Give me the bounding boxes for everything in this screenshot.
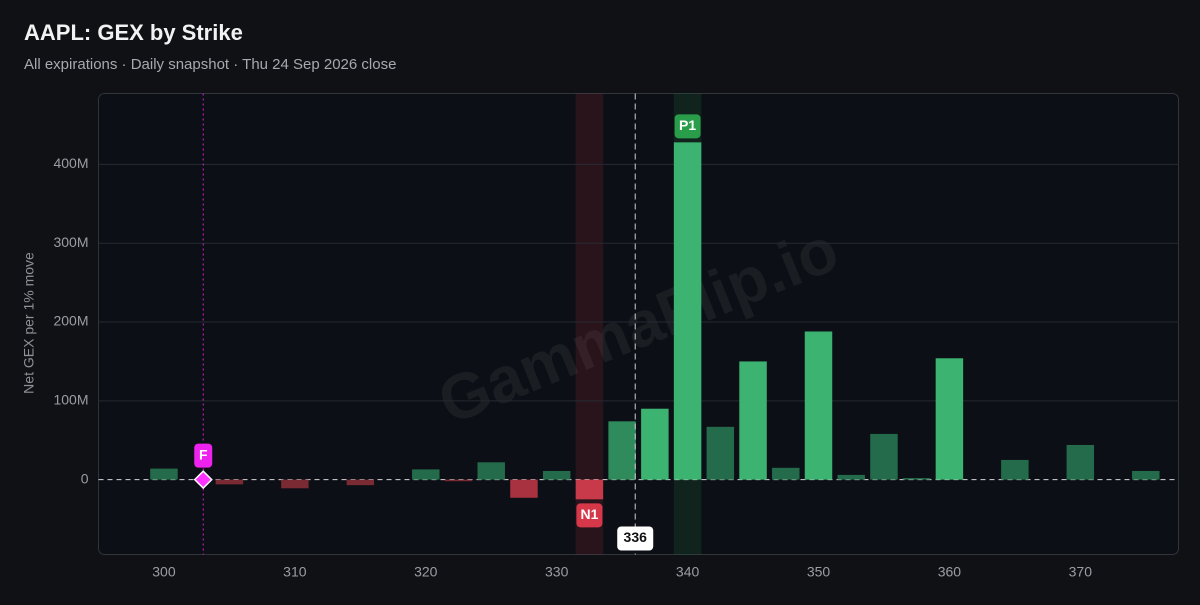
x-tick-label: 300 [152, 564, 176, 580]
x-tick-label: 360 [938, 564, 962, 580]
flip-label-box [194, 443, 213, 468]
y-tick-label: 300M [53, 234, 88, 250]
y-tick-label: 0 [81, 470, 89, 486]
y-axis-label: Net GEX per 1% move [21, 252, 37, 394]
y-tick-label: 100M [53, 392, 88, 408]
x-tick-label: 340 [676, 564, 700, 580]
chart-subtitle: All expirations · Daily snapshot · Thu 2… [24, 56, 396, 73]
x-tick-label: 320 [414, 564, 438, 580]
bar [902, 478, 931, 480]
bar [346, 479, 375, 486]
bar [739, 361, 767, 480]
bar [1132, 470, 1160, 480]
bar [575, 479, 604, 500]
bar [281, 479, 309, 489]
bar [804, 331, 833, 480]
y-tick-label: 400M [53, 155, 88, 171]
bar [444, 479, 473, 482]
y-tick-label: 200M [53, 313, 88, 329]
bar [510, 479, 538, 498]
level-band [575, 93, 604, 555]
bar [477, 462, 505, 480]
level-label-box [674, 114, 701, 139]
spot-label: 336 [624, 529, 648, 545]
bar [837, 474, 865, 480]
x-tick-label: 350 [807, 564, 831, 580]
bar [935, 358, 964, 480]
x-tick-label: 310 [283, 564, 307, 580]
bar [673, 142, 702, 480]
level-label: P1 [679, 117, 696, 133]
flip-marker [193, 470, 213, 490]
bar [1001, 459, 1029, 480]
level-label: N1 [580, 506, 598, 522]
plot-area [98, 93, 1179, 555]
bar [870, 433, 898, 480]
flip-label: F [199, 446, 208, 462]
level-label-box [576, 503, 603, 528]
bar [772, 467, 800, 480]
chart-title: AAPL: GEX by Strike [24, 20, 243, 45]
bar [641, 408, 669, 480]
bar [412, 469, 440, 480]
bar [1066, 444, 1095, 480]
bar [150, 468, 178, 480]
spot-label-box [617, 526, 654, 551]
x-tick-label: 370 [1069, 564, 1093, 580]
bar [215, 479, 244, 485]
x-tick-label: 330 [545, 564, 569, 580]
bar [608, 421, 636, 480]
bar [542, 470, 571, 480]
bar [706, 426, 735, 480]
